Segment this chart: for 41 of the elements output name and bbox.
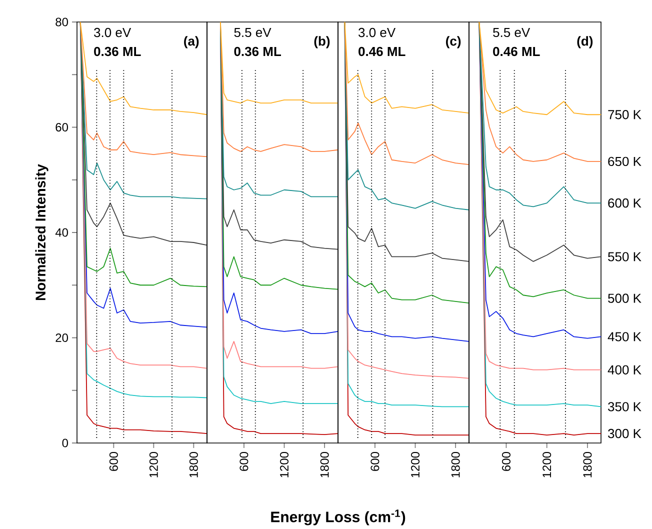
annotation: (d) (577, 36, 593, 48)
annotation: 0.36 ML (94, 46, 141, 56)
annotation: 0.46 ML (493, 46, 540, 56)
x-tick-label: 600 (240, 452, 248, 471)
x-tick-label: 1200 (411, 452, 420, 478)
annotation: 0.36 ML (234, 46, 282, 56)
y-tick-label: 40 (55, 228, 68, 237)
y-tick-label: 60 (56, 123, 68, 132)
series-label: 300 K (608, 428, 642, 438)
annotation: 3.0 eV (94, 28, 132, 38)
annotation: 3.0 eV (358, 28, 396, 38)
series-label: 750 K (608, 110, 642, 120)
x-tick-label: 1800 (320, 452, 329, 478)
series-label: 400 K (608, 365, 642, 374)
x-tick-label: 1200 (149, 452, 158, 478)
y-tick-label: 0 (62, 438, 68, 448)
x-tick-label: 1800 (583, 452, 592, 478)
x-tick-label: 1800 (451, 452, 460, 478)
series-label: 650 K (608, 156, 642, 166)
x-tick-label: 1200 (280, 452, 289, 478)
x-tick-label: 600 (370, 452, 380, 471)
series-label: 600 K (608, 198, 642, 208)
series-label: 500 K (608, 294, 642, 303)
series-label: 550 K (608, 252, 642, 262)
annotation: 5.5 eV (234, 28, 272, 38)
annotation: (c) (446, 36, 461, 48)
annotation: 0.46 ML (358, 46, 406, 56)
series-label: 450 K (608, 332, 642, 342)
series-label: 350 K (608, 402, 642, 412)
annotation: (b) (314, 36, 330, 48)
x-tick-label: 600 (109, 452, 118, 471)
x-axis-title: Energy Loss (cm$^{-1}$) (271, 510, 406, 526)
line-series (80, 22, 208, 116)
annotation: (a) (184, 36, 199, 48)
y-tick-label: 20 (56, 334, 68, 342)
annotation: 5.5 eV (493, 28, 530, 38)
y-axis-title: Normalized Intensity (35, 164, 48, 300)
x-tick-label: 1200 (542, 452, 552, 478)
x-tick-label: 1800 (189, 452, 198, 478)
x-tick-label: 600 (502, 452, 510, 471)
y-tick-label: 80 (56, 18, 68, 26)
